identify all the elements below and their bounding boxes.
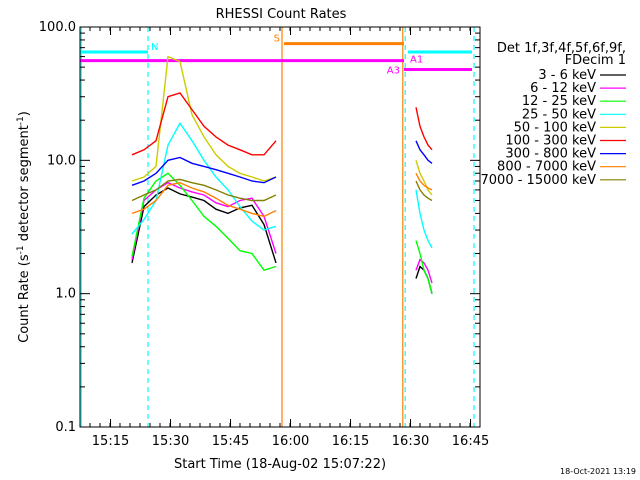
legend-entry-label: 800 - 7000 keV [497, 160, 596, 175]
x-tick-label: 16:15 [332, 434, 369, 449]
legend-entry-label: 6 - 12 keV [530, 81, 596, 96]
y-tick-label: 0.1 [55, 420, 76, 435]
x-tick-label: 16:45 [452, 434, 489, 449]
time-interval-markers [80, 27, 475, 427]
x-tick-label: 15:15 [92, 434, 129, 449]
y-tick-label: 1.0 [55, 287, 76, 302]
y-axis-label-sup-2: -1 [16, 116, 26, 125]
series-line [131, 181, 277, 218]
state-bar-label: S [274, 34, 280, 45]
legend-entry-label: 50 - 100 keV [514, 120, 597, 135]
x-axis-label: Start Time (18-Aug-02 15:07:22) [174, 457, 386, 472]
y-tick-label: 10.0 [47, 153, 76, 168]
legend-header-decimation: FDecim 1 [565, 53, 626, 68]
series-line [131, 178, 277, 202]
legend-entry-label: 100 - 300 keV [505, 134, 596, 149]
legend-entry-label: 3 - 6 keV [538, 68, 596, 83]
y-axis-label-end: ) [17, 111, 32, 116]
legend-entry-label: 12 - 25 keV [522, 94, 596, 109]
attenuator-state-bars: N A3 S A1 [80, 34, 472, 77]
y-axis-ticks: 0.1 1.0 10.0 100.0 [39, 20, 480, 435]
state-bar-label: A3 [387, 66, 400, 77]
state-label: A1 [410, 55, 423, 66]
state-bar-label: N [151, 42, 158, 53]
x-tick-label: 16:00 [272, 434, 309, 449]
series-line [131, 92, 277, 156]
legend-entry-label: 7000 - 15000 keV [481, 173, 597, 188]
y-axis-label: Count Rate (s-1 detector segment-1) [16, 111, 32, 343]
series-line [415, 107, 433, 151]
x-axis-ticks: 15:15 15:30 15:45 16:00 16:15 16:30 16:45 [79, 27, 489, 449]
series-line [415, 240, 433, 294]
series-line [131, 121, 277, 235]
y-axis-label-mid: detector segment [17, 125, 32, 245]
series-line [415, 140, 433, 164]
y-tick-label: 100.0 [39, 20, 76, 35]
series-line [415, 258, 433, 284]
legend-header-detectors: Det 1f,3f,4f,5f,6f,9f, [497, 41, 626, 56]
x-tick-label: 15:30 [152, 434, 189, 449]
series-line [131, 187, 277, 264]
series-layer [131, 55, 433, 294]
y-axis-label-main: Count Rate (s [17, 254, 32, 343]
footer-timestamp: 18-Oct-2021 13:19 [560, 467, 636, 476]
legend-entry-label: 25 - 50 keV [522, 107, 596, 122]
series-line [415, 160, 433, 196]
series-line [131, 55, 277, 182]
series-line [415, 180, 433, 202]
legend-entry-label: 300 - 800 keV [505, 147, 596, 162]
series-line [131, 172, 277, 272]
series-line [131, 156, 277, 186]
series-line [415, 172, 433, 191]
y-axis-label-sup-1: -1 [16, 245, 26, 254]
x-tick-label: 15:45 [212, 434, 249, 449]
x-tick-label: 16:30 [392, 434, 429, 449]
series-line [131, 181, 277, 260]
series-line [415, 189, 433, 249]
chart-title: RHESSI Count Rates [216, 7, 347, 22]
